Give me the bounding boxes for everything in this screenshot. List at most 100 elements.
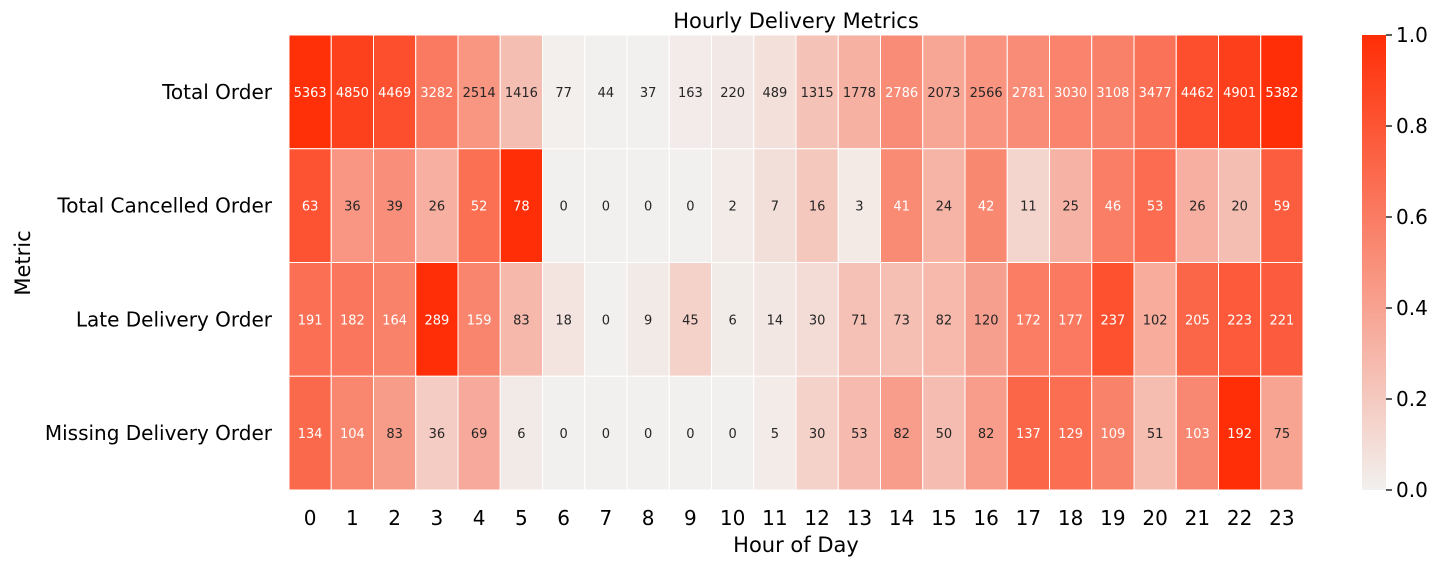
heatmap-cell: [922, 148, 966, 263]
heatmap-cell: [1260, 375, 1304, 491]
cell-value-label: 3477: [1139, 86, 1172, 101]
cell-value-label: 14: [767, 313, 784, 328]
x-tick-label: 9: [684, 506, 697, 530]
cell-value-label: 71: [851, 313, 868, 328]
heatmap-cell: [1091, 375, 1135, 491]
heatmap-cell: [1260, 148, 1304, 263]
cell-value-label: 5363: [294, 86, 327, 101]
x-tick-label: 17: [1016, 506, 1041, 530]
heatmap-cell: [837, 34, 881, 150]
x-tick-label: 5: [515, 506, 528, 530]
x-tick-label: 7: [600, 506, 613, 530]
heatmap-cell: [330, 375, 374, 491]
cell-value-label: 191: [298, 313, 323, 328]
heatmap-cell: [711, 375, 755, 491]
cell-value-label: 289: [424, 313, 449, 328]
heatmap-cell: [1049, 34, 1093, 150]
cell-value-label: 5: [771, 427, 779, 442]
cell-value-label: 39: [386, 200, 403, 215]
cell-value-label: 83: [386, 427, 403, 442]
heatmap-cell: [499, 375, 543, 491]
heatmap-cell: [1133, 262, 1177, 377]
heatmap-cell: [373, 148, 417, 263]
heatmap-cell: [373, 262, 417, 377]
y-tick-label: Late Delivery Order: [76, 307, 273, 331]
cell-value-label: 0: [686, 427, 694, 442]
cell-value-label: 102: [1143, 313, 1168, 328]
x-axis-label: Hour of Day: [733, 533, 859, 557]
x-tick-label: 16: [973, 506, 998, 530]
y-tick-labels: Total Order Total Cancelled Order Late Del…: [45, 80, 273, 445]
cell-value-label: 36: [429, 427, 446, 442]
cell-value-label: 192: [1227, 427, 1252, 442]
colorbar-tick-label: 1.0: [1396, 23, 1428, 47]
heatmap-cell: [964, 375, 1008, 491]
cell-value-label: 3108: [1096, 86, 1129, 101]
cell-value-label: 0: [602, 200, 610, 215]
cell-value-label: 41: [893, 200, 910, 215]
cell-value-label: 1416: [505, 86, 538, 101]
cell-value-label: 6: [517, 427, 525, 442]
cell-value-label: 26: [1189, 200, 1206, 215]
heatmap-cell: [922, 34, 966, 150]
colorbar-tick-label: 0.0: [1396, 478, 1428, 502]
cell-value-label: 2073: [927, 86, 960, 101]
heatmap-cell: [922, 375, 966, 491]
cell-value-label: 7: [771, 200, 779, 215]
cell-value-label: 129: [1058, 427, 1083, 442]
cell-value-label: 164: [382, 313, 407, 328]
cell-value-label: 53: [851, 427, 868, 442]
colorbar-tick-label: 0.2: [1396, 387, 1428, 411]
cell-value-label: 1778: [843, 86, 876, 101]
cell-value-label: 44: [598, 86, 615, 101]
heatmap-cell: [1260, 262, 1304, 377]
heatmap-cell: [668, 375, 712, 491]
y-axis-label: Metric: [11, 230, 35, 295]
cell-value-label: 26: [429, 200, 446, 215]
heatmap-cell: [1218, 34, 1262, 150]
cell-value-label: 30: [809, 313, 826, 328]
heatmap-cell: [457, 148, 501, 263]
cell-value-label: 78: [513, 200, 530, 215]
cell-value-label: 109: [1100, 427, 1125, 442]
colorbar: [1362, 35, 1386, 490]
x-tick-label: 22: [1227, 506, 1252, 530]
cell-value-label: 45: [682, 313, 699, 328]
heatmap-cell: [1218, 375, 1262, 491]
x-tick-label: 8: [642, 506, 655, 530]
x-tick-label: 19: [1100, 506, 1125, 530]
heatmap-cell: [1133, 375, 1177, 491]
heatmap-cell: [1006, 148, 1050, 263]
cell-value-label: 53: [1147, 200, 1164, 215]
heatmap-cell: [457, 375, 501, 491]
cell-value-label: 50: [936, 427, 953, 442]
cell-value-label: 42: [978, 200, 995, 215]
heatmap-cell: [1175, 375, 1219, 491]
heatmap-cell: [1218, 148, 1262, 263]
cell-value-label: 2514: [463, 86, 496, 101]
heatmap-cell: [415, 375, 459, 491]
heatmap-cell: [1175, 262, 1219, 377]
heatmap-cell: [499, 34, 543, 150]
cell-value-label: 51: [1147, 427, 1164, 442]
x-tick-label: 0: [304, 506, 317, 530]
cell-value-label: 4850: [336, 86, 369, 101]
heatmap-cell: [1049, 262, 1093, 377]
cell-value-label: 4462: [1181, 86, 1214, 101]
heatmap-cell: [542, 148, 586, 263]
colorbar-tick-label: 0.8: [1396, 114, 1428, 138]
heatmap-cells: 5363 4850 4469 3282 2514 1416 77 44 37 163 220 489 1…: [288, 34, 1304, 491]
cell-value-label: 137: [1016, 427, 1041, 442]
x-tick-labels: 0 1 2 3 4 5 6 7 8 9 10 11 12 13 14 15 16 17 18 19 20 21 22 23: [304, 506, 1295, 530]
y-tick-label: Missing Delivery Order: [45, 421, 273, 445]
cell-value-label: 30: [809, 427, 826, 442]
y-tick-label: Total Order: [161, 80, 273, 104]
cell-value-label: 75: [1274, 427, 1291, 442]
x-tick-label: 23: [1269, 506, 1294, 530]
cell-value-label: 182: [340, 313, 365, 328]
heatmap-cell: [964, 34, 1008, 150]
cell-value-label: 134: [298, 427, 323, 442]
colorbar-tick-label: 0.6: [1396, 205, 1428, 229]
heatmap-cell: [584, 262, 628, 377]
